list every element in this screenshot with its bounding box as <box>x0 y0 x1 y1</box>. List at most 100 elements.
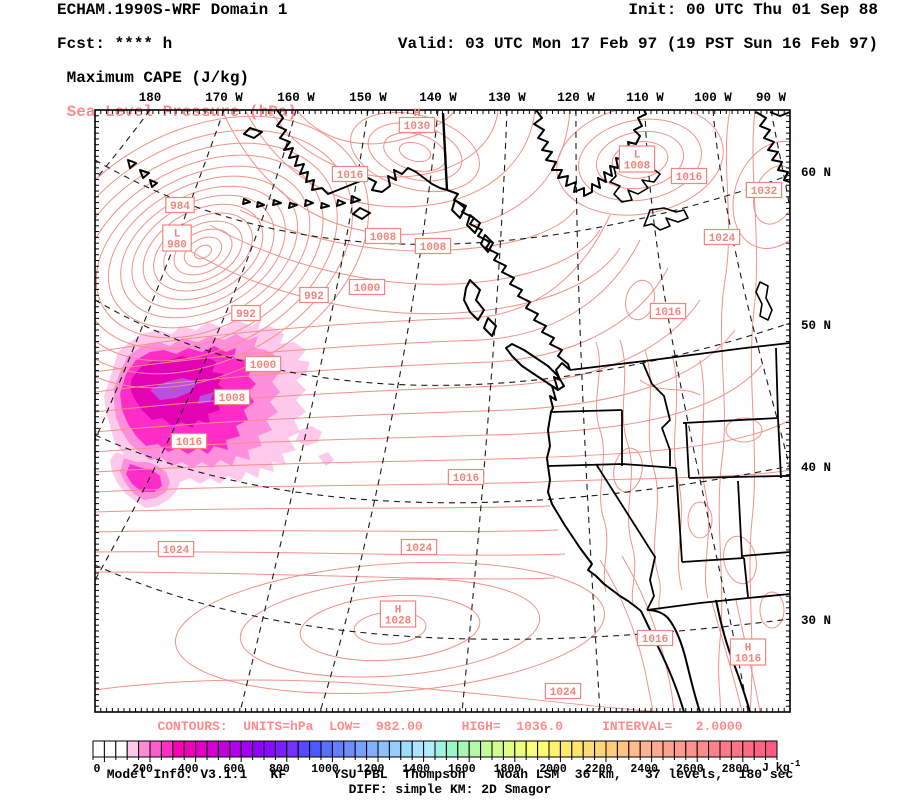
pressure-label: 1000 <box>244 355 282 373</box>
svg-text:1008: 1008 <box>624 161 651 173</box>
pressure-label: 1016 <box>447 468 485 486</box>
svg-text:1028: 1028 <box>385 616 412 628</box>
colorbar-cell <box>696 740 710 758</box>
colorbar-cell <box>662 740 675 758</box>
svg-text:1016: 1016 <box>453 473 479 485</box>
svg-text:1024: 1024 <box>406 543 433 555</box>
coastlines <box>127 110 790 712</box>
colorbar-tick-label: 200 <box>132 763 153 776</box>
colorbar-cell <box>309 740 322 758</box>
svg-text:L: L <box>174 229 181 241</box>
lat-tick-label: 60 N <box>801 166 831 180</box>
colorbar-cell <box>571 740 584 758</box>
colorbar-cell <box>320 740 333 758</box>
alaska-coast <box>276 110 448 195</box>
colorbar-cell <box>502 740 516 758</box>
pressure-label: 1024 <box>157 540 195 558</box>
header-right: Init: 00 UTC Thu 01 Sep 88 Valid: 03 UTC… <box>398 2 878 53</box>
lon-tick-label: 130 W <box>488 91 526 105</box>
lat-tick-label: 30 N <box>801 614 831 628</box>
colorbar-cell <box>366 740 379 758</box>
colorbar-cell <box>183 740 197 758</box>
colorbar-cell <box>149 740 162 758</box>
svg-text:H: H <box>395 605 402 617</box>
pressure-label: 1008 <box>414 237 452 255</box>
colorbar-cell <box>388 740 402 758</box>
colorbar-cell <box>673 740 687 758</box>
colorbar-cell <box>172 740 185 758</box>
bering-islands <box>127 127 263 188</box>
colorbar-cell <box>354 740 368 758</box>
great-slave-lake <box>643 207 689 231</box>
haida-gwaii <box>463 279 497 337</box>
colorbar-cell <box>217 740 231 758</box>
map-frame-ticks <box>94 109 791 713</box>
colorbar-cell <box>548 740 561 758</box>
colorbar-tick-label: 2600 <box>676 763 704 776</box>
colorbar-cell <box>753 740 767 758</box>
svg-text:1024: 1024 <box>163 545 190 557</box>
svg-text:1016: 1016 <box>655 307 681 319</box>
pressure-label: 992 <box>299 286 329 304</box>
ca-nv-az-border <box>595 463 656 611</box>
svg-text:1008: 1008 <box>219 393 246 405</box>
alaska-yukon-border <box>441 112 449 191</box>
colorbar-cell <box>274 740 288 758</box>
bc-coast <box>446 189 571 371</box>
svg-text:H: H <box>745 643 752 655</box>
pressure-labels: 984L980100810081016H1030L100810161032102… <box>157 108 783 700</box>
lon-tick-label: 90 W <box>756 91 787 105</box>
colorbar-cell <box>423 740 436 758</box>
model-info-line: Model Info: V3.1.1 KF YSU PBL Thompson N… <box>106 767 794 782</box>
svg-text:1016: 1016 <box>735 654 761 666</box>
colorbar-cell <box>331 740 345 758</box>
political-borders <box>547 342 790 611</box>
init-time: Init: 00 UTC Thu 01 Sep 88 <box>628 1 878 19</box>
colorbar-tick-label: 2800 <box>722 763 750 776</box>
colorbar-cell <box>480 740 493 758</box>
colorbar-cell <box>126 740 140 758</box>
colorbar-cell <box>400 740 413 758</box>
contour-info-line: CONTOURS: UNITS=hPa LOW= 982.00 HIGH= 10… <box>157 719 743 734</box>
colorbar-cell <box>468 740 482 758</box>
colorbar-cell <box>525 740 539 758</box>
az-nm-border <box>743 557 749 598</box>
colorbar-cell <box>559 740 573 758</box>
colorbar-cell <box>138 740 151 758</box>
pressure-label: 1024 <box>544 682 582 700</box>
colorbar-cell <box>206 740 219 758</box>
model-title: ECHAM.1990S-WRF Domain 1 <box>57 1 288 19</box>
lon-tick-label: 140 W <box>419 91 457 105</box>
colorbar-cell <box>742 740 755 758</box>
svg-text:992: 992 <box>236 309 256 321</box>
graticule <box>95 110 790 712</box>
colorbar-tick-label: 600 <box>223 763 244 776</box>
svg-text:1000: 1000 <box>354 283 380 295</box>
svg-text:1024: 1024 <box>550 687 577 699</box>
or-ca-nv-border <box>547 463 677 469</box>
svg-text:992: 992 <box>304 291 324 303</box>
colorbar-cell <box>343 740 356 758</box>
pressure-label: 1016 <box>170 432 208 450</box>
colorbar-cell <box>252 740 265 758</box>
colorbar-cell <box>411 740 425 758</box>
svg-text:L: L <box>634 150 641 162</box>
svg-text:1016: 1016 <box>642 634 668 646</box>
colorbar-cell <box>765 740 778 758</box>
colorbar-tick-label: 0 <box>94 763 101 776</box>
colorbar-cell <box>195 740 208 758</box>
colorbar-cell <box>286 740 299 758</box>
colorbar-cell <box>457 740 470 758</box>
pressure-label: 1000 <box>348 278 386 296</box>
svg-text:1024: 1024 <box>709 233 736 245</box>
lat-tick-label: 40 N <box>801 461 831 475</box>
lake-winnipeg <box>755 281 773 321</box>
svg-text:980: 980 <box>167 240 187 252</box>
colorbar-unit: J kg-1 <box>762 759 801 775</box>
lon-tick-label: 120 W <box>557 91 595 105</box>
colorbar-tick-label: 1400 <box>402 763 430 776</box>
baja-peninsula <box>640 609 701 712</box>
colorbar-cell <box>685 740 698 758</box>
field-name-cape: Maximum CAPE (J/kg) <box>57 69 250 87</box>
